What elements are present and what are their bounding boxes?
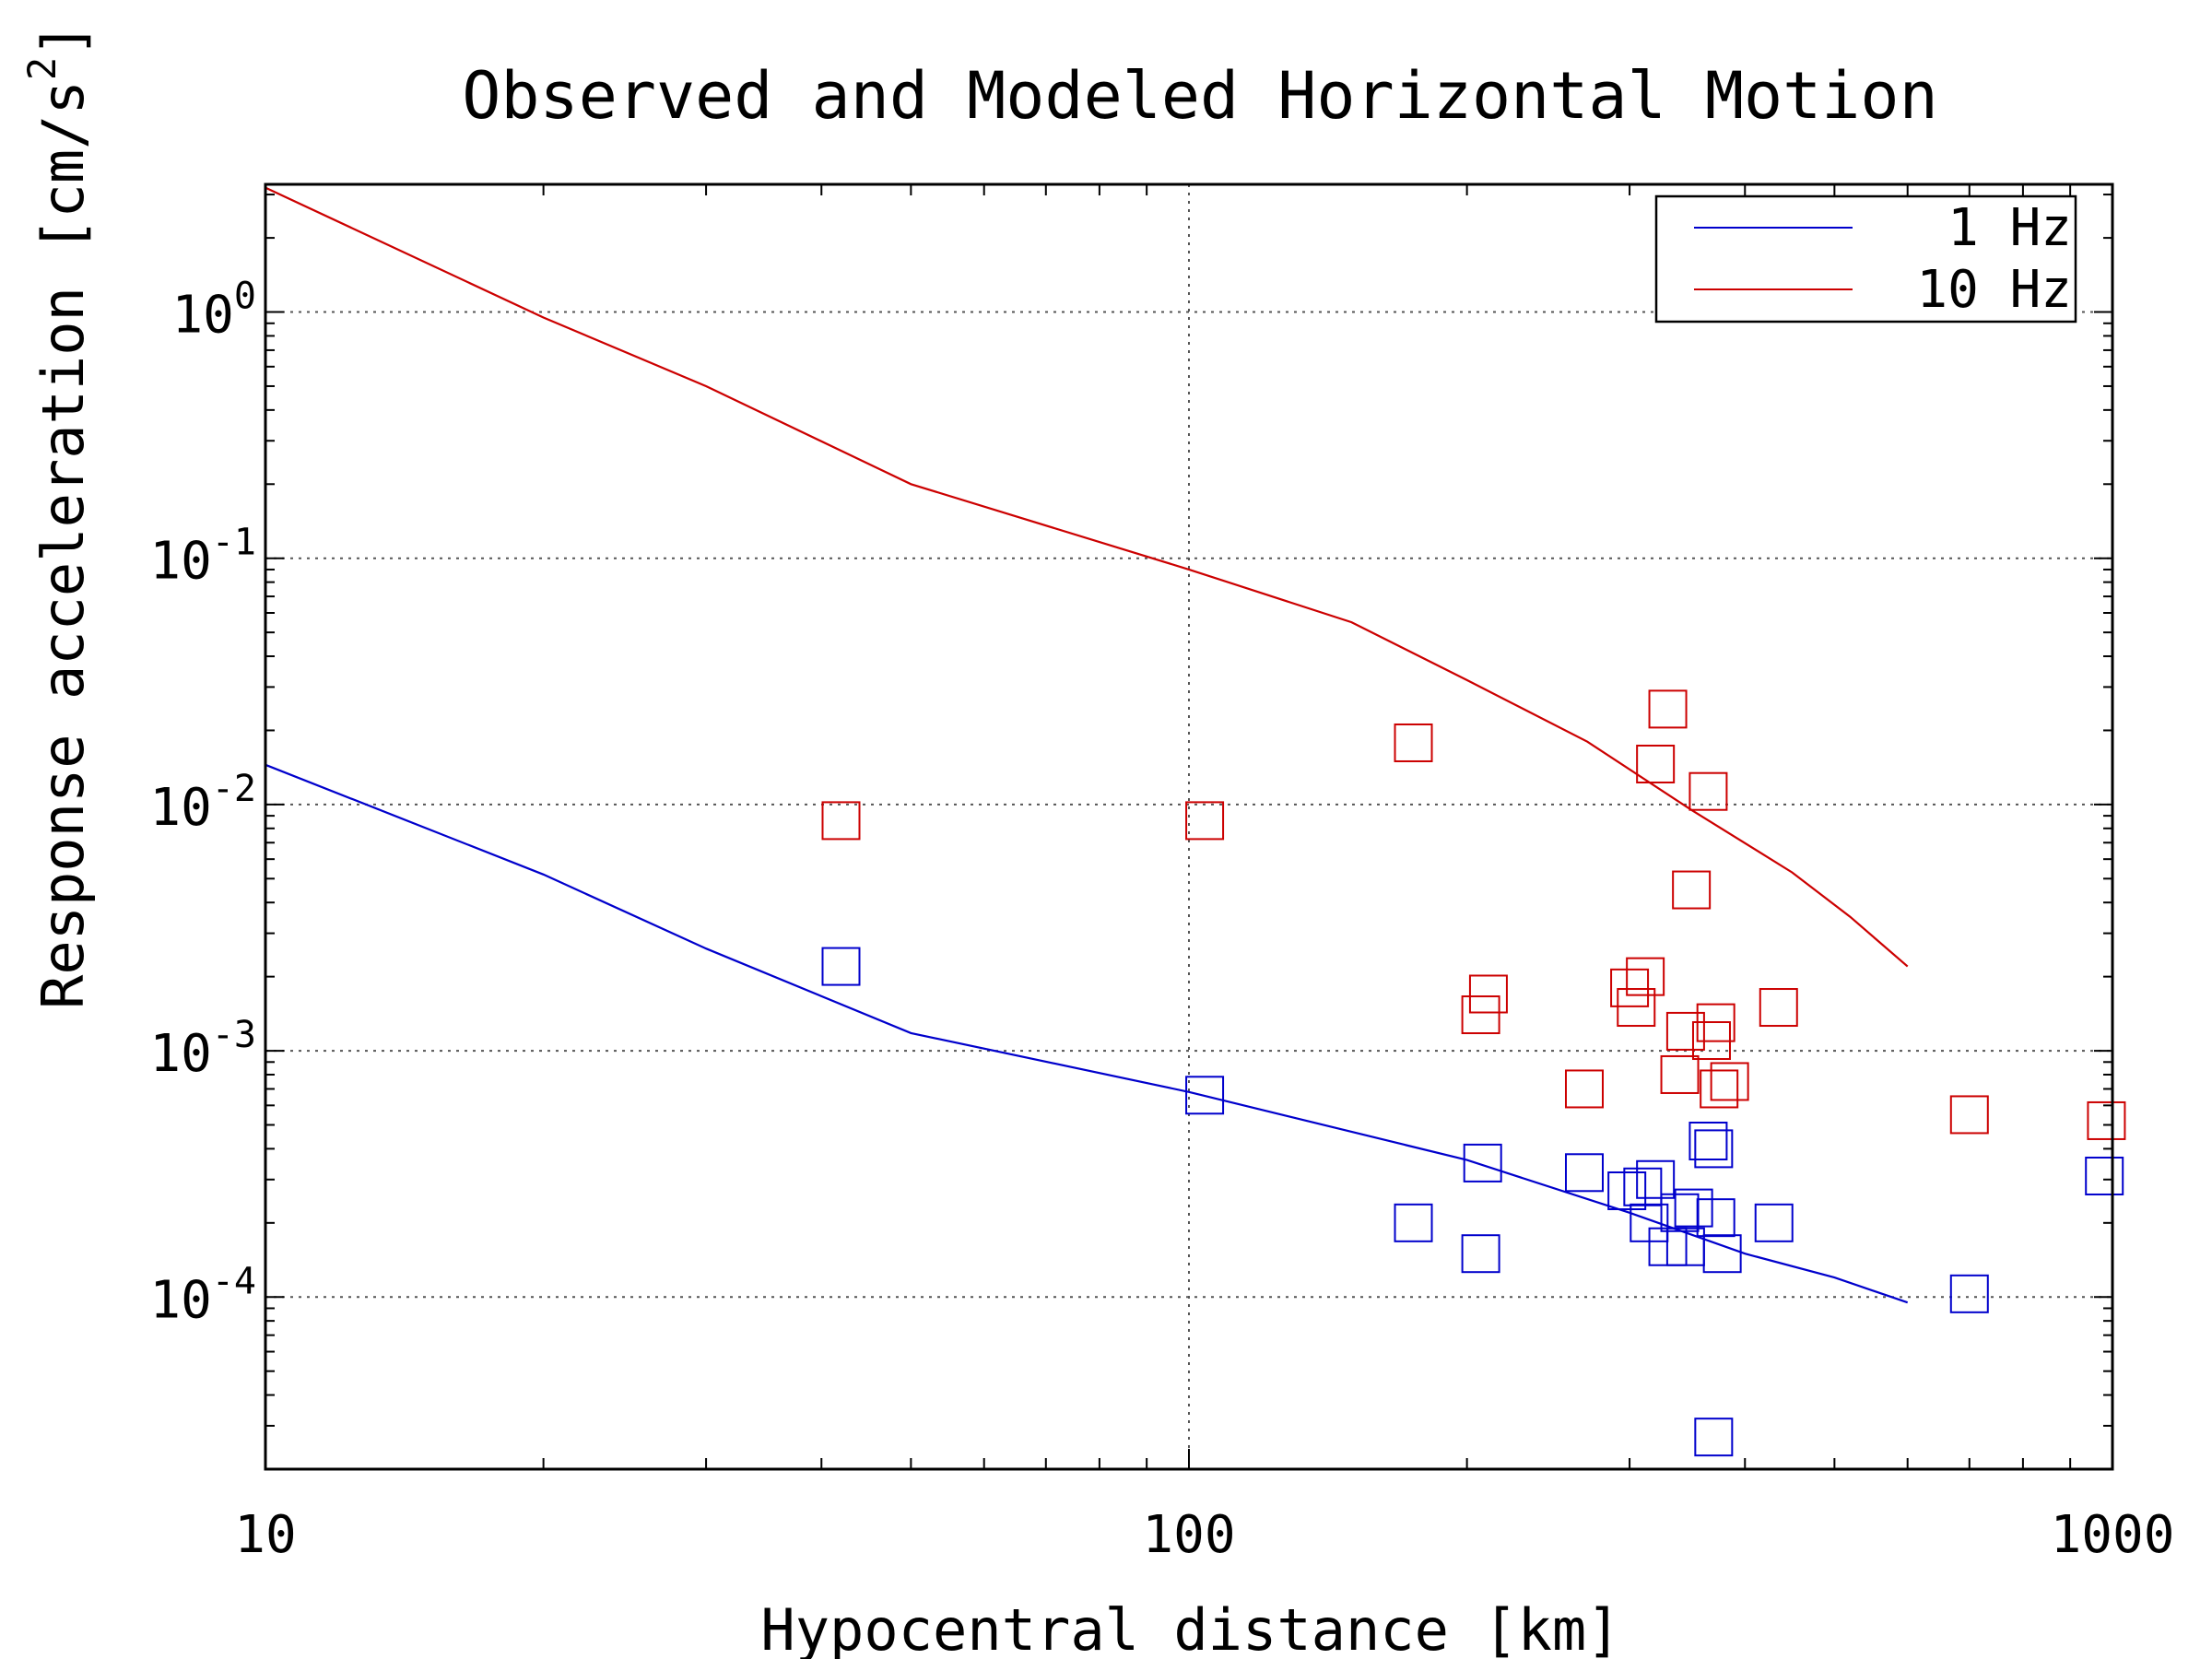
y-tick-exponent: -3: [212, 1014, 256, 1056]
x-tick-label: 1000: [2051, 1505, 2175, 1565]
y-axis-label: Response acceleration [cm/s2]: [19, 23, 97, 1009]
observed-point-10hz: [1710, 1062, 1749, 1101]
observed-point-1hz: [821, 947, 861, 986]
legend-label-1hz: 1 Hz: [1947, 198, 2072, 258]
observed-point-10hz: [1461, 995, 1500, 1035]
observed-point-1hz: [1461, 1234, 1500, 1274]
observed-point-1hz: [1694, 1129, 1734, 1169]
chart-title: Observed and Modeled Horizontal Motion: [462, 58, 1937, 134]
observed-point-10hz: [1626, 957, 1665, 996]
grid-layer: [265, 184, 2112, 1469]
y-tick-exponent: -2: [212, 768, 256, 810]
observed-point-1hz: [1394, 1203, 1433, 1242]
observed-point-10hz: [1648, 689, 1688, 729]
observed-point-10hz: [1665, 1011, 1705, 1051]
legend-label-10hz: 10 Hz: [1916, 260, 2072, 320]
observed-point-10hz: [2087, 1100, 2126, 1140]
observed-point-1hz: [1463, 1143, 1502, 1182]
observed-point-10hz: [1564, 1069, 1604, 1109]
observed-point-10hz: [1688, 771, 1728, 811]
model-line-1hz: [265, 763, 1909, 1304]
observed-point-1hz: [1636, 1159, 1676, 1199]
observed-point-1hz: [1623, 1167, 1663, 1206]
observed-point-1hz: [1607, 1171, 1647, 1210]
y-tick-label: 100: [171, 276, 256, 346]
series-layer: [265, 186, 2126, 1457]
y-tick-label: 10-2: [149, 768, 256, 838]
observed-point-1hz: [1564, 1153, 1604, 1193]
y-tick-base: 10: [149, 1270, 211, 1330]
observed-point-1hz: [1694, 1418, 1734, 1457]
observed-point-10hz: [1468, 974, 1508, 1014]
observed-point-10hz: [821, 801, 861, 841]
observed-point-1hz: [1674, 1188, 1713, 1228]
observed-point-10hz: [1759, 988, 1798, 1028]
y-axis-label-tail: ]: [29, 23, 97, 57]
model-line-10hz: [265, 186, 1909, 968]
observed-point-10hz: [1617, 988, 1656, 1028]
observed-point-10hz: [1696, 1003, 1735, 1042]
observed-point-1hz: [1185, 1076, 1225, 1115]
y-tick-label: 10-4: [149, 1260, 256, 1330]
y-tick-exponent: -4: [212, 1260, 256, 1302]
y-tick-label: 10-1: [149, 522, 256, 592]
y-axis-label-main: Response acceleration [cm/s: [29, 80, 97, 1009]
observed-point-10hz: [1949, 1095, 1989, 1135]
legend: 1 Hz 10 Hz: [1654, 194, 2077, 324]
y-tick-base: 10: [149, 532, 211, 592]
y-axis-label-superscript: 2: [19, 57, 65, 80]
x-tick-label: 100: [1142, 1505, 1235, 1565]
y-tick-base: 10: [171, 286, 233, 346]
y-tick-exponent: -1: [212, 522, 256, 564]
observed-point-10hz: [1700, 1069, 1739, 1109]
observed-point-1hz: [1754, 1203, 1794, 1242]
y-tick-label: 10-3: [149, 1014, 256, 1084]
observed-point-1hz: [1688, 1122, 1728, 1161]
legend-box: [1654, 194, 2077, 324]
x-axis-label: Hypocentral distance [km]: [760, 1596, 1620, 1659]
y-tick-exponent: 0: [234, 276, 256, 318]
observed-point-1hz: [2085, 1156, 2124, 1195]
observed-point-10hz: [1672, 870, 1712, 910]
observed-point-10hz: [1636, 744, 1676, 783]
y-tick-base: 10: [149, 778, 211, 838]
observed-point-10hz: [1660, 1054, 1700, 1094]
observed-point-1hz: [1696, 1198, 1735, 1238]
observed-point-1hz: [1949, 1274, 1989, 1313]
y-tick-base: 10: [149, 1024, 211, 1084]
observed-point-10hz: [1610, 968, 1650, 1007]
x-tick-label: 10: [234, 1505, 296, 1565]
observed-point-10hz: [1185, 801, 1225, 841]
observed-point-10hz: [1394, 723, 1433, 762]
observed-point-1hz: [1702, 1234, 1742, 1274]
